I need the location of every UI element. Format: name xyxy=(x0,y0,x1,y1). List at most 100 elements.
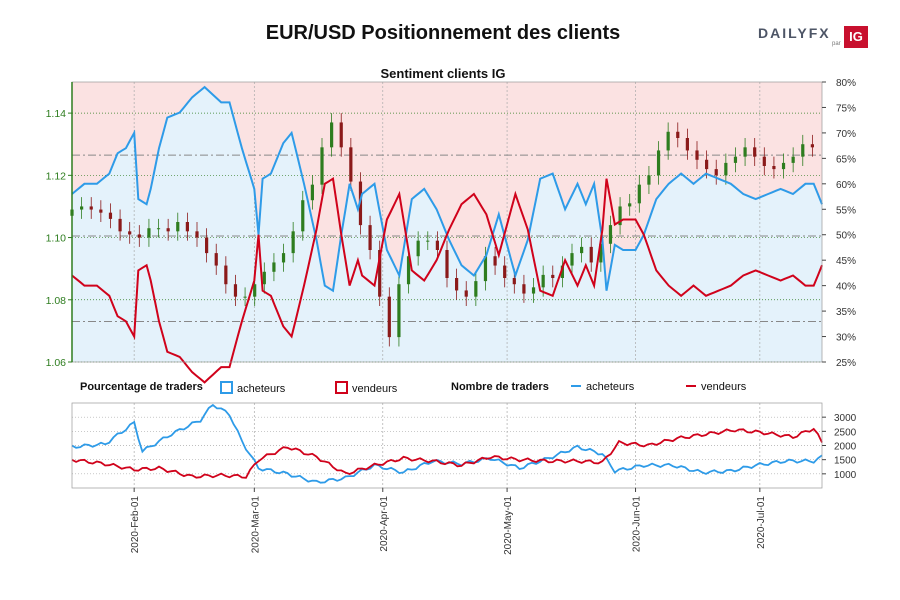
legend-pct-sellers[interactable]: vendeurs xyxy=(335,381,397,395)
chart-title: EUR/USD Positionnement des clients xyxy=(265,22,621,44)
candle-body xyxy=(656,150,661,176)
count-tick-label: 1500 xyxy=(834,456,857,467)
candle-body xyxy=(310,184,314,201)
candle-body xyxy=(483,256,488,282)
buyers-count-line xyxy=(71,403,823,484)
sellers-line-icon xyxy=(686,385,696,387)
candle-body xyxy=(541,274,545,288)
candle-body xyxy=(608,225,613,244)
candle-body xyxy=(772,166,776,170)
legend-count-buyers-label: acheteurs xyxy=(586,381,635,393)
pct-tick-label: 30% xyxy=(836,333,856,344)
sellers-pct-line xyxy=(71,177,823,384)
price-tick-label: 1.12 xyxy=(46,170,67,182)
pct-tick-label: 55% xyxy=(836,205,856,216)
candle-body xyxy=(753,147,757,157)
buyers-line-icon xyxy=(571,385,581,387)
candle-body xyxy=(349,147,353,182)
subplot-title: Sentiment clients IG xyxy=(380,66,506,81)
pct-tick-label: 80% xyxy=(836,78,856,89)
candle-body xyxy=(445,250,449,278)
candle-body xyxy=(214,253,218,266)
count-tick-label: 3000 xyxy=(834,413,857,424)
candle-body xyxy=(195,231,199,238)
candle-body xyxy=(474,281,478,297)
legend-count-sellers-label: vendeurs xyxy=(701,381,747,393)
logo-wordmark: DAILYFX xyxy=(758,25,831,41)
candle-body xyxy=(589,246,593,263)
candle-body xyxy=(743,147,747,157)
candle-body xyxy=(156,228,161,230)
candle-body xyxy=(512,278,516,285)
candle-body xyxy=(253,284,257,297)
candle-body xyxy=(666,131,670,151)
date-tick-label: 2020-Apr-01 xyxy=(379,496,390,552)
count-tick-label: 1000 xyxy=(834,470,857,481)
trader-count-plot xyxy=(71,403,823,488)
candle-body xyxy=(147,228,151,238)
candle-body xyxy=(387,296,391,338)
price-tick-label: 1.14 xyxy=(46,108,67,120)
price-tick-label: 1.06 xyxy=(46,357,67,369)
candle-body xyxy=(762,156,766,166)
candle-body xyxy=(281,253,286,263)
candle-body xyxy=(378,250,382,297)
candle-body xyxy=(272,262,276,272)
candle-body xyxy=(397,284,401,338)
pct-tick-label: 35% xyxy=(836,307,856,318)
logo-par-text: par xyxy=(832,41,841,47)
candle-body xyxy=(89,206,93,210)
candle-body xyxy=(224,265,228,285)
candle-body xyxy=(618,206,622,226)
date-tick-label: 2020-Feb-01 xyxy=(130,496,141,554)
legend-count-sellers[interactable]: vendeurs xyxy=(686,381,746,393)
candle-body xyxy=(685,138,689,151)
candle-body xyxy=(503,265,507,278)
candle-body xyxy=(233,284,238,297)
candle-body xyxy=(406,256,411,285)
candle-body xyxy=(176,222,180,232)
candle-body xyxy=(368,225,372,250)
candle-body xyxy=(291,231,295,254)
candle-body xyxy=(781,162,786,170)
pct-tick-label: 65% xyxy=(836,154,856,165)
price-axes: 1.06 1.08 1.10 1.12 1.14 25% 30% 35% 40% 45% 50% 55… xyxy=(46,78,857,369)
candle-body xyxy=(599,243,603,263)
candle-body xyxy=(108,212,113,219)
candle-body xyxy=(80,206,84,210)
candle-body xyxy=(435,240,439,250)
price-sentiment-plot xyxy=(70,82,823,384)
candle-body xyxy=(733,156,738,163)
date-tick-label: 2020-Mar-01 xyxy=(250,496,261,554)
buyers-square-icon xyxy=(220,381,233,394)
candle-body xyxy=(118,218,122,232)
candle-body xyxy=(455,278,459,291)
candle-body xyxy=(531,287,536,294)
candle-body xyxy=(99,209,103,213)
dailyfx-logo[interactable]: DAILYFX par IG xyxy=(758,24,870,50)
pct-tick-label: 40% xyxy=(836,282,856,293)
candle-body xyxy=(128,231,132,235)
candle-body xyxy=(416,240,420,257)
candle-body xyxy=(166,228,170,232)
candle-body xyxy=(724,162,728,176)
candle-body xyxy=(560,265,564,278)
candle-body xyxy=(570,253,574,266)
legend-count-buyers[interactable]: acheteurs xyxy=(571,381,634,393)
legend-pct-buyers-label: acheteurs xyxy=(237,383,286,395)
candle-body xyxy=(243,296,247,298)
pct-tick-label: 45% xyxy=(836,256,856,267)
trader-count-axes: 1000 1500 2000 2500 3000 xyxy=(71,402,857,489)
candle-body xyxy=(185,222,189,232)
candle-body xyxy=(330,122,334,148)
date-axis: 2020-Feb-01 2020-Mar-01 2020-Apr-01 2020-Ma… xyxy=(130,488,767,555)
candle-body xyxy=(426,240,430,242)
candle-body xyxy=(320,147,324,185)
candle-body xyxy=(628,203,632,207)
legend-pct-buyers[interactable]: acheteurs xyxy=(220,381,285,395)
price-tick-label: 1.08 xyxy=(46,295,67,307)
candle-body xyxy=(714,169,718,176)
price-tick-label: 1.10 xyxy=(46,233,67,245)
ig-badge: IG xyxy=(844,26,868,48)
